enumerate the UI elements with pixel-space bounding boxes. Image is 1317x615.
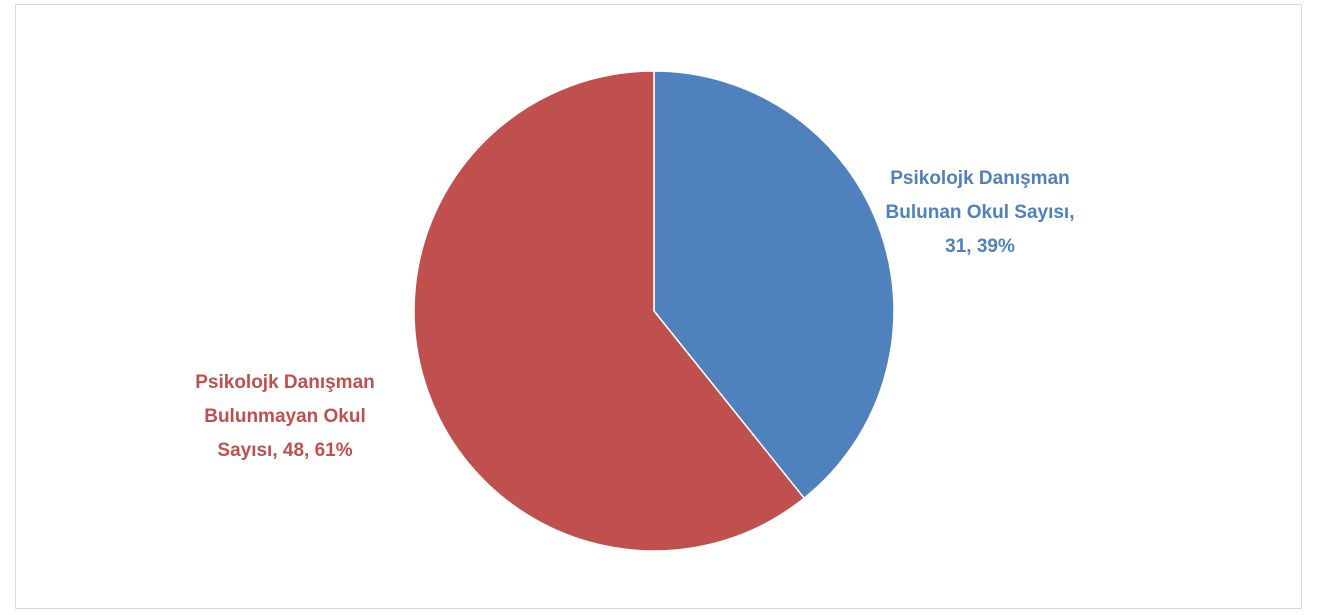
data-label-line: Sayısı, 48, 61% <box>217 440 353 461</box>
data-label-bulunan: Psikolojk Danışman Bulunan Okul Sayısı, … <box>880 162 1080 264</box>
data-label-line: Bulunmayan Okul <box>204 406 366 427</box>
data-label-line: Psikolojk Danışman <box>195 372 375 393</box>
data-label-bulunmayan: Psikolojk Danışman Bulunmayan Okul Sayıs… <box>160 366 410 468</box>
data-label-line: Bulunan Okul Sayısı, <box>885 202 1075 223</box>
data-label-line: Psikolojk Danışman <box>890 168 1070 189</box>
pie-slice-bulunan <box>653 70 895 500</box>
data-label-line: 31, 39% <box>945 236 1015 257</box>
pie-slice-bulunmayan <box>413 70 806 552</box>
pie-slices <box>413 70 895 552</box>
